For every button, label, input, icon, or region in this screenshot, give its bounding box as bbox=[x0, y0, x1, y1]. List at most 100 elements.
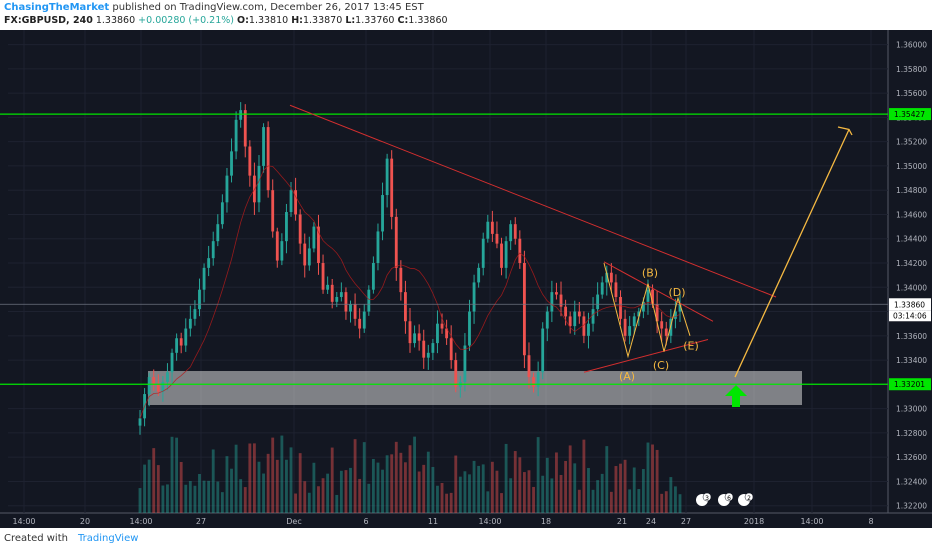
x-tick-label: 14:00 bbox=[478, 517, 501, 526]
candle-body bbox=[623, 318, 627, 336]
volume-bar bbox=[458, 476, 462, 513]
volume-bar bbox=[426, 451, 430, 513]
volume-bar bbox=[138, 488, 142, 513]
volume-bar bbox=[623, 459, 627, 513]
candle-body bbox=[559, 294, 563, 307]
tradingview-logo-link[interactable]: TradingView bbox=[78, 533, 139, 544]
candle-body bbox=[500, 243, 503, 268]
volume-bar bbox=[175, 437, 179, 513]
volume-bar bbox=[422, 464, 426, 513]
candle-body bbox=[417, 333, 421, 341]
volume-bar bbox=[143, 464, 146, 513]
candle-body bbox=[335, 296, 339, 302]
y-tick-label: 1.34600 bbox=[896, 210, 927, 219]
volume-bar bbox=[262, 473, 265, 513]
candle-body bbox=[248, 146, 252, 176]
volume-bar bbox=[628, 489, 632, 513]
volume-bar bbox=[436, 485, 439, 513]
volume-bar bbox=[513, 451, 517, 513]
wave-path bbox=[603, 262, 691, 359]
volume-bar bbox=[587, 468, 590, 513]
y-tick-label: 1.32600 bbox=[896, 453, 927, 462]
event-badge-count: 2 bbox=[747, 495, 751, 502]
volume-bar bbox=[257, 461, 261, 513]
buy-arrow-icon bbox=[725, 385, 747, 407]
volume-bar bbox=[536, 437, 540, 513]
volume-bar bbox=[495, 470, 499, 513]
price-change: +0.00280 (+0.21%) bbox=[138, 15, 234, 26]
volume-bar bbox=[335, 494, 339, 513]
candle-body bbox=[175, 338, 179, 353]
y-tick-label: 1.33000 bbox=[896, 405, 927, 414]
x-tick-label: 14:00 bbox=[800, 517, 823, 526]
volume-bar bbox=[385, 455, 389, 513]
candle-body bbox=[239, 110, 243, 120]
volume-bar bbox=[591, 489, 595, 513]
volume-bar bbox=[147, 459, 151, 513]
candle-body bbox=[619, 296, 622, 319]
volume-bar bbox=[564, 460, 568, 513]
candle-body bbox=[207, 258, 211, 268]
publish-info: published on TradingView.com, December 2… bbox=[112, 2, 424, 13]
event-badge-bubble bbox=[702, 492, 712, 502]
volume-bar bbox=[234, 444, 238, 513]
candle-body bbox=[596, 294, 600, 310]
volume-bar bbox=[303, 481, 307, 513]
volume-bar bbox=[317, 486, 320, 513]
candle-body bbox=[399, 267, 403, 293]
volume-bar bbox=[577, 489, 581, 513]
volume-bar bbox=[477, 465, 481, 513]
candle-body bbox=[188, 318, 192, 329]
volume-bar bbox=[188, 481, 192, 513]
volume-bar bbox=[330, 447, 334, 513]
volume-bar bbox=[344, 470, 348, 513]
candle-body bbox=[344, 292, 348, 312]
volume-bar bbox=[413, 436, 416, 513]
volume-bar bbox=[541, 475, 545, 513]
y-tick-label: 1.36000 bbox=[896, 41, 927, 50]
volume-bar bbox=[152, 448, 156, 513]
countdown-badge bbox=[889, 310, 931, 322]
candle-body bbox=[472, 282, 476, 312]
volume-bar bbox=[216, 481, 220, 513]
candle-body bbox=[349, 304, 352, 312]
candle-body bbox=[390, 158, 394, 217]
price-chart[interactable]: 1.360001.358001.356001.354001.352001.350… bbox=[0, 30, 932, 528]
candle-body bbox=[234, 119, 238, 152]
volume-bar bbox=[417, 471, 421, 513]
wave-label: (C) bbox=[653, 359, 669, 372]
candle-body bbox=[605, 272, 609, 283]
candle-body bbox=[477, 267, 481, 283]
candle-body bbox=[262, 127, 265, 166]
candle-body bbox=[591, 309, 595, 324]
candle-body bbox=[550, 292, 554, 312]
volume-bar bbox=[637, 489, 641, 513]
volume-bar bbox=[367, 483, 371, 513]
volume-bar bbox=[312, 462, 316, 513]
volume-bar bbox=[394, 441, 398, 513]
x-tick-label: 14:00 bbox=[12, 517, 35, 526]
y-tick-label: 1.34400 bbox=[896, 235, 927, 244]
candle-body bbox=[216, 224, 220, 242]
y-tick-label: 1.32200 bbox=[896, 502, 927, 511]
x-tick-label: 2018 bbox=[744, 517, 764, 526]
volume-bar bbox=[193, 485, 197, 513]
level-price-label: 1.35427 bbox=[894, 110, 925, 119]
candle-body bbox=[358, 318, 362, 329]
candle-body bbox=[490, 221, 494, 234]
candle-body bbox=[225, 175, 229, 203]
y-tick-label: 1.33600 bbox=[896, 332, 927, 341]
open-value: 1.33810 bbox=[248, 15, 289, 26]
y-tick-label: 1.32400 bbox=[896, 477, 927, 486]
volume-bar bbox=[321, 478, 325, 513]
volume-bar bbox=[179, 461, 183, 513]
volume-series bbox=[138, 435, 682, 513]
symbol-label: FX:GBPUSD, 240 bbox=[4, 15, 93, 26]
volume-bar bbox=[522, 472, 526, 513]
candle-body bbox=[156, 384, 160, 392]
volume-bar bbox=[339, 470, 343, 513]
x-tick-label: 27 bbox=[681, 517, 691, 526]
volume-bar bbox=[399, 452, 403, 513]
candle-body bbox=[321, 263, 325, 290]
author-link[interactable]: ChasingTheMarket bbox=[4, 2, 110, 13]
